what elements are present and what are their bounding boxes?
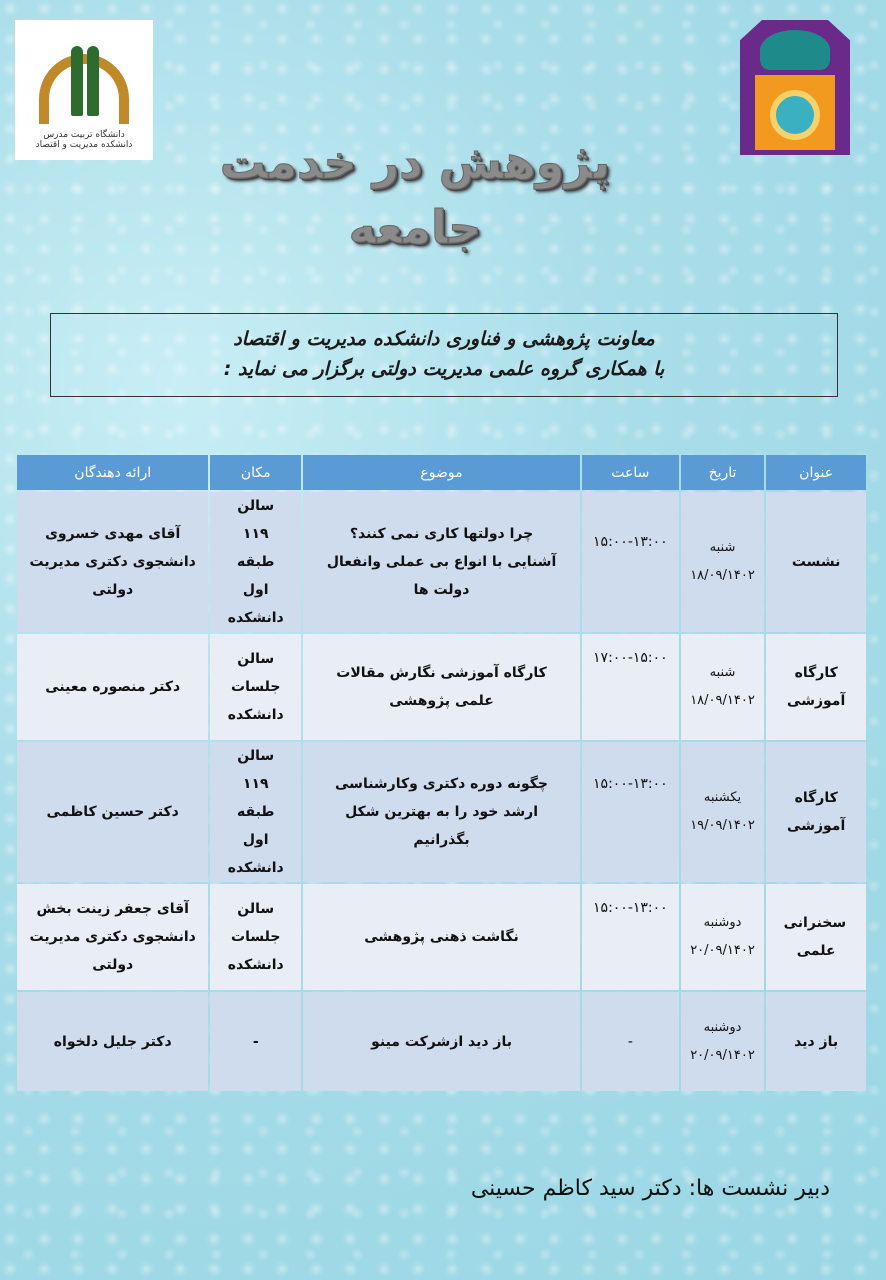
logo-subtext: دانشکده مدیریت و اقتصاد	[35, 140, 133, 150]
event-location: سالن جلسات دانشکده	[210, 634, 302, 740]
event-time-value: ۱۵:۰۰-۱۳:۰۰	[593, 534, 668, 550]
event-time-value: -	[627, 1033, 633, 1050]
location-text: سالن جلسات دانشکده	[227, 901, 284, 973]
header-time: ساعت	[582, 455, 679, 490]
location-text: سالن ۱۱۹ طبقه اول دانشکده	[227, 748, 284, 876]
event-title-text: کارگاه آموزشی	[787, 790, 846, 834]
event-topic: نگاشت ذهنی پژوهشی	[303, 884, 581, 990]
table-row: نشست شنبه ۱۸/۰۹/۱۴۰۲ ۱۵:۰۰-۱۳:۰۰ چرا دولتها …	[17, 492, 866, 632]
location-text: سالن جلسات دانشکده	[227, 651, 284, 723]
event-title: سخنرانی علمی	[766, 884, 866, 990]
event-date-value: ۱۹/۰۹/۱۴۰۲	[690, 818, 755, 833]
event-presenter: آقای مهدی خسروی دانشجوی دکتری مدیریت دول…	[17, 492, 209, 632]
location-text: سالن ۱۱۹ طبقه اول دانشکده	[227, 498, 284, 626]
topic-line: کارگاه آموزشی نگارش مقالات علمی پژوهشی	[336, 665, 547, 709]
event-time-value: ۱۷:۰۰-۱۵:۰۰	[593, 650, 668, 666]
logo-text: دانشگاه تربیت مدرس	[43, 130, 125, 140]
event-date: دوشنبه ۲۰/۰۹/۱۴۰۲	[680, 992, 765, 1091]
event-presenter: دکتر منصوره معینی	[17, 634, 209, 740]
presenter-text: آقای مهدی خسروی دانشجوی دکتری مدیریت دول…	[29, 526, 196, 598]
header-title: عنوان	[766, 455, 866, 490]
event-title-text: باز دید	[794, 1033, 839, 1050]
poster-title-line1: پژوهش در خدمت	[219, 135, 611, 190]
event-day: شنبه	[709, 540, 736, 555]
event-location: سالن ۱۱۹ طبقه اول دانشکده	[210, 742, 302, 882]
event-title: کارگاه آموزشی	[766, 634, 866, 740]
event-location: -	[210, 992, 302, 1091]
session-secretary: دبیر نشست ها: دکتر سید کاظم حسینی	[470, 1176, 830, 1201]
header-date: تاریخ	[680, 455, 765, 490]
event-topic: چگونه دوره دکتری وکارشناسی ارشد خود را ب…	[303, 742, 581, 882]
tarbiat-modares-logo: دانشگاه تربیت مدرس دانشکده مدیریت و اقتص…	[15, 20, 153, 160]
event-topic: چرا دولتها کاری نمی کنند؟ آشنایی با انواع…	[303, 492, 581, 632]
event-time: -	[582, 992, 679, 1091]
header-topic: موضوع	[303, 455, 581, 490]
topic-line: آشنایی با انواع بی عملی وانفعال دولت ها	[326, 554, 557, 598]
topic-line: نگاشت ذهنی پژوهشی	[364, 929, 519, 945]
presenter-text: دکتر منصوره معینی	[45, 679, 181, 695]
event-presenter: دکتر جلیل دلخواه	[17, 992, 209, 1091]
event-day: دوشنبه	[703, 1019, 742, 1035]
event-time-value: ۱۵:۰۰-۱۳:۰۰	[593, 900, 668, 916]
event-date-value: ۲۰/۰۹/۱۴۰۲	[690, 943, 755, 958]
event-time: ۱۵:۰۰-۱۳:۰۰	[582, 884, 679, 990]
table-row: باز دید دوشنبه ۲۰/۰۹/۱۴۰۲ - باز دید ازشرکت م…	[17, 992, 866, 1091]
event-time-value: ۱۵:۰۰-۱۳:۰۰	[593, 776, 668, 792]
event-date: شنبه ۱۸/۰۹/۱۴۰۲	[680, 492, 765, 632]
table-row: سخنرانی علمی دوشنبه ۲۰/۰۹/۱۴۰۲ ۱۵:۰۰-۱۳:۰۰ ن…	[17, 884, 866, 990]
event-time: ۱۷:۰۰-۱۵:۰۰	[582, 634, 679, 740]
event-presenter: آقای جعفر زینت بخش دانشجوی دکتری مدیریت …	[17, 884, 209, 990]
event-topic: کارگاه آموزشی نگارش مقالات علمی پژوهشی	[303, 634, 581, 740]
presenter-text: دکتر حسین کاظمی	[46, 804, 179, 820]
faculty-logo	[740, 20, 850, 155]
event-title-text: سخنرانی علمی	[783, 915, 847, 959]
intro-line1: معاونت پژوهشی و فناوری دانشکده مدیریت و …	[233, 328, 655, 350]
event-date: یکشنبه ۱۹/۰۹/۱۴۰۲	[680, 742, 765, 882]
event-date-value: ۲۰/۰۹/۱۴۰۲	[690, 1047, 755, 1063]
table-row: کارگاه آموزشی شنبه ۱۸/۰۹/۱۴۰۲ ۱۷:۰۰-۱۵:۰۰ کا…	[17, 634, 866, 740]
event-time: ۱۵:۰۰-۱۳:۰۰	[582, 742, 679, 882]
event-topic: باز دید ازشرکت مینو	[303, 992, 581, 1091]
location-text: -	[252, 1033, 259, 1050]
schedule-table: عنوان تاریخ ساعت موضوع مکان ارائه دهندگا…	[15, 453, 868, 1093]
presenter-text: آقای جعفر زینت بخش دانشجوی دکتری مدیریت …	[29, 901, 196, 973]
table-row: کارگاه آموزشی یکشنبه ۱۹/۰۹/۱۴۰۲ ۱۵:۰۰-۱۳:۰۰…	[17, 742, 866, 882]
event-title: کارگاه آموزشی	[766, 742, 866, 882]
event-day: دوشنبه	[703, 915, 742, 930]
event-time: ۱۵:۰۰-۱۳:۰۰	[582, 492, 679, 632]
topic-line: چگونه دوره دکتری وکارشناسی ارشد خود را ب…	[335, 776, 549, 848]
event-date: شنبه ۱۸/۰۹/۱۴۰۲	[680, 634, 765, 740]
event-title: نشست	[766, 492, 866, 632]
poster-title-line2: جامعه	[348, 200, 482, 255]
event-date-value: ۱۸/۰۹/۱۴۰۲	[690, 568, 755, 583]
topic-line: چرا دولتها کاری نمی کنند؟	[349, 526, 534, 542]
intro-box: معاونت پژوهشی و فناوری دانشکده مدیریت و …	[50, 313, 838, 397]
event-day: یکشنبه	[703, 790, 742, 805]
event-presenter: دکتر حسین کاظمی	[17, 742, 209, 882]
event-title-text: نشست	[791, 554, 841, 570]
presenter-text: دکتر جلیل دلخواه	[53, 1033, 172, 1050]
event-date: دوشنبه ۲۰/۰۹/۱۴۰۲	[680, 884, 765, 990]
header-presenters: ارائه دهندگان	[17, 455, 209, 490]
intro-line2: با همکاری گروه علمی مدیریت دولتی برگزار …	[223, 358, 665, 380]
event-day: شنبه	[709, 665, 736, 680]
event-date-value: ۱۸/۰۹/۱۴۰۲	[690, 693, 755, 708]
event-location: سالن جلسات دانشکده	[210, 884, 302, 990]
event-title-text: کارگاه آموزشی	[787, 665, 846, 709]
topic-line: باز دید ازشرکت مینو	[371, 1033, 512, 1050]
event-title: باز دید	[766, 992, 866, 1091]
event-location: سالن ۱۱۹ طبقه اول دانشکده	[210, 492, 302, 632]
header-location: مکان	[210, 455, 302, 490]
